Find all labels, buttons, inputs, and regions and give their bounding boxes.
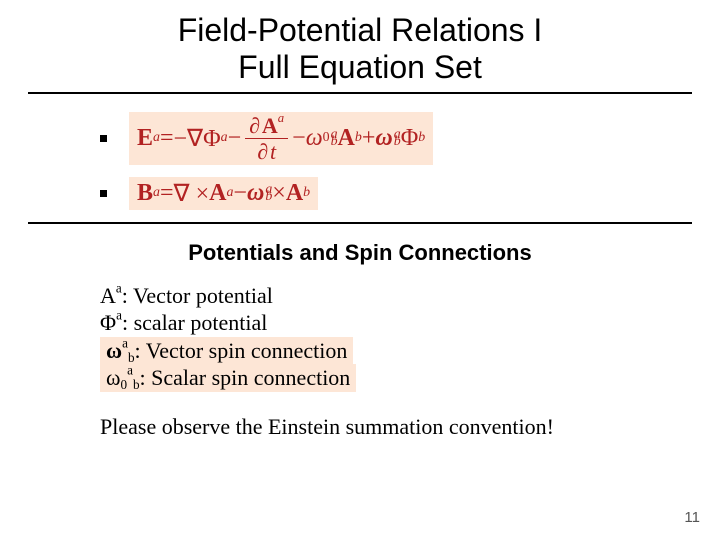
def4-hl: ω0ab: Scalar spin connection [100, 364, 356, 392]
eq2-subb: b [265, 193, 272, 201]
equation-b-field: Ba = ∇ × Aa − ωab × Ab [129, 177, 318, 210]
equation-e-field: Ea = −∇Φa − ∂ Aa ∂ t − ω0ab Ab + ωab [129, 112, 433, 165]
equation-area: Ea = −∇Φa − ∂ Aa ∂ t − ω0ab Ab + ωab [100, 112, 720, 210]
def3-hl: ωab: Vector spin connection [100, 337, 353, 365]
eq2-omega: ω [247, 180, 264, 207]
def2-sym: Φ [100, 310, 116, 335]
eq1-A3: A [338, 125, 355, 152]
eq2-A1: A [209, 180, 226, 207]
eq1-omega3: ω [306, 125, 323, 152]
eq1-num-A: A [262, 113, 278, 138]
eq1-den-t: t [270, 139, 276, 164]
def3-txt: : Vector spin connection [135, 338, 348, 363]
eq2-A2: A [286, 180, 303, 207]
def-vector-potential: Aa: Vector potential [100, 282, 720, 310]
eq1-frac-num: ∂ Aa [245, 114, 288, 139]
def4-sub: b [133, 377, 140, 392]
eq1-supsub4: ab [394, 131, 401, 146]
def-vector-spin: ωab: Vector spin connection [100, 337, 720, 365]
def3-sup: a [122, 335, 128, 350]
def4-sym: ω [106, 365, 120, 390]
summation-note: Please observe the Einstein summation co… [100, 414, 720, 440]
eq1-frac-den: ∂ t [253, 139, 280, 163]
eq1-equals: = [160, 125, 174, 152]
eq2-lhs-B: B [137, 180, 153, 207]
def3-sym: ω [106, 338, 122, 363]
subheading: Potentials and Spin Connections [0, 240, 720, 266]
def1-sym: A [100, 283, 116, 308]
eq1-minus2: − [228, 125, 242, 152]
def4-txt: : Scalar spin connection [140, 365, 351, 390]
bullet-icon [100, 190, 107, 197]
def2-txt: : scalar potential [122, 310, 267, 335]
eq1-term1: −∇Φ [174, 124, 221, 153]
def-scalar-spin: ω0ab: Scalar spin connection [100, 364, 720, 392]
mid-rule [28, 222, 692, 224]
eq1-supsub3: ab [331, 131, 338, 146]
equation-row-2: Ba = ∇ × Aa − ωab × Ab [100, 177, 720, 210]
slide-title: Field-Potential Relations I Full Equatio… [0, 0, 720, 86]
eq1-sub4b: b [394, 138, 401, 146]
eq2-curl: ∇ × [174, 179, 210, 208]
eq2-minus: − [233, 180, 247, 207]
eq1-fraction: ∂ Aa ∂ t [245, 114, 288, 163]
eq2-times: × [272, 180, 286, 207]
def4-sup: a [127, 363, 133, 378]
eq1-sub3b: b [331, 138, 338, 146]
eq1-omega4: ω [375, 125, 392, 152]
eq2-supsub: ab [265, 186, 272, 201]
eq1-den-d: ∂ [257, 139, 268, 164]
def-scalar-potential: Φa: scalar potential [100, 309, 720, 337]
bullet-icon [100, 135, 107, 142]
eq1-lhs-E: E [137, 125, 153, 152]
eq1-num-sup: a [278, 111, 284, 125]
definitions: Aa: Vector potential Φa: scalar potentia… [100, 282, 720, 392]
title-rule [28, 92, 692, 94]
eq1-plus4: + [362, 125, 376, 152]
eq1-num-d: ∂ [249, 113, 260, 138]
title-line-1: Field-Potential Relations I [178, 12, 543, 48]
eq2-equals: = [160, 180, 174, 207]
page-number: 11 [684, 509, 700, 526]
def4-sub0: 0 [120, 377, 127, 392]
equation-row-1: Ea = −∇Φa − ∂ Aa ∂ t − ω0ab Ab + ωab [100, 112, 720, 165]
def1-txt: : Vector potential [122, 283, 273, 308]
eq1-minus3: − [292, 125, 306, 152]
title-line-2: Full Equation Set [238, 49, 482, 85]
eq1-Phi4: Φ [401, 125, 419, 152]
slide: Field-Potential Relations I Full Equatio… [0, 0, 720, 540]
